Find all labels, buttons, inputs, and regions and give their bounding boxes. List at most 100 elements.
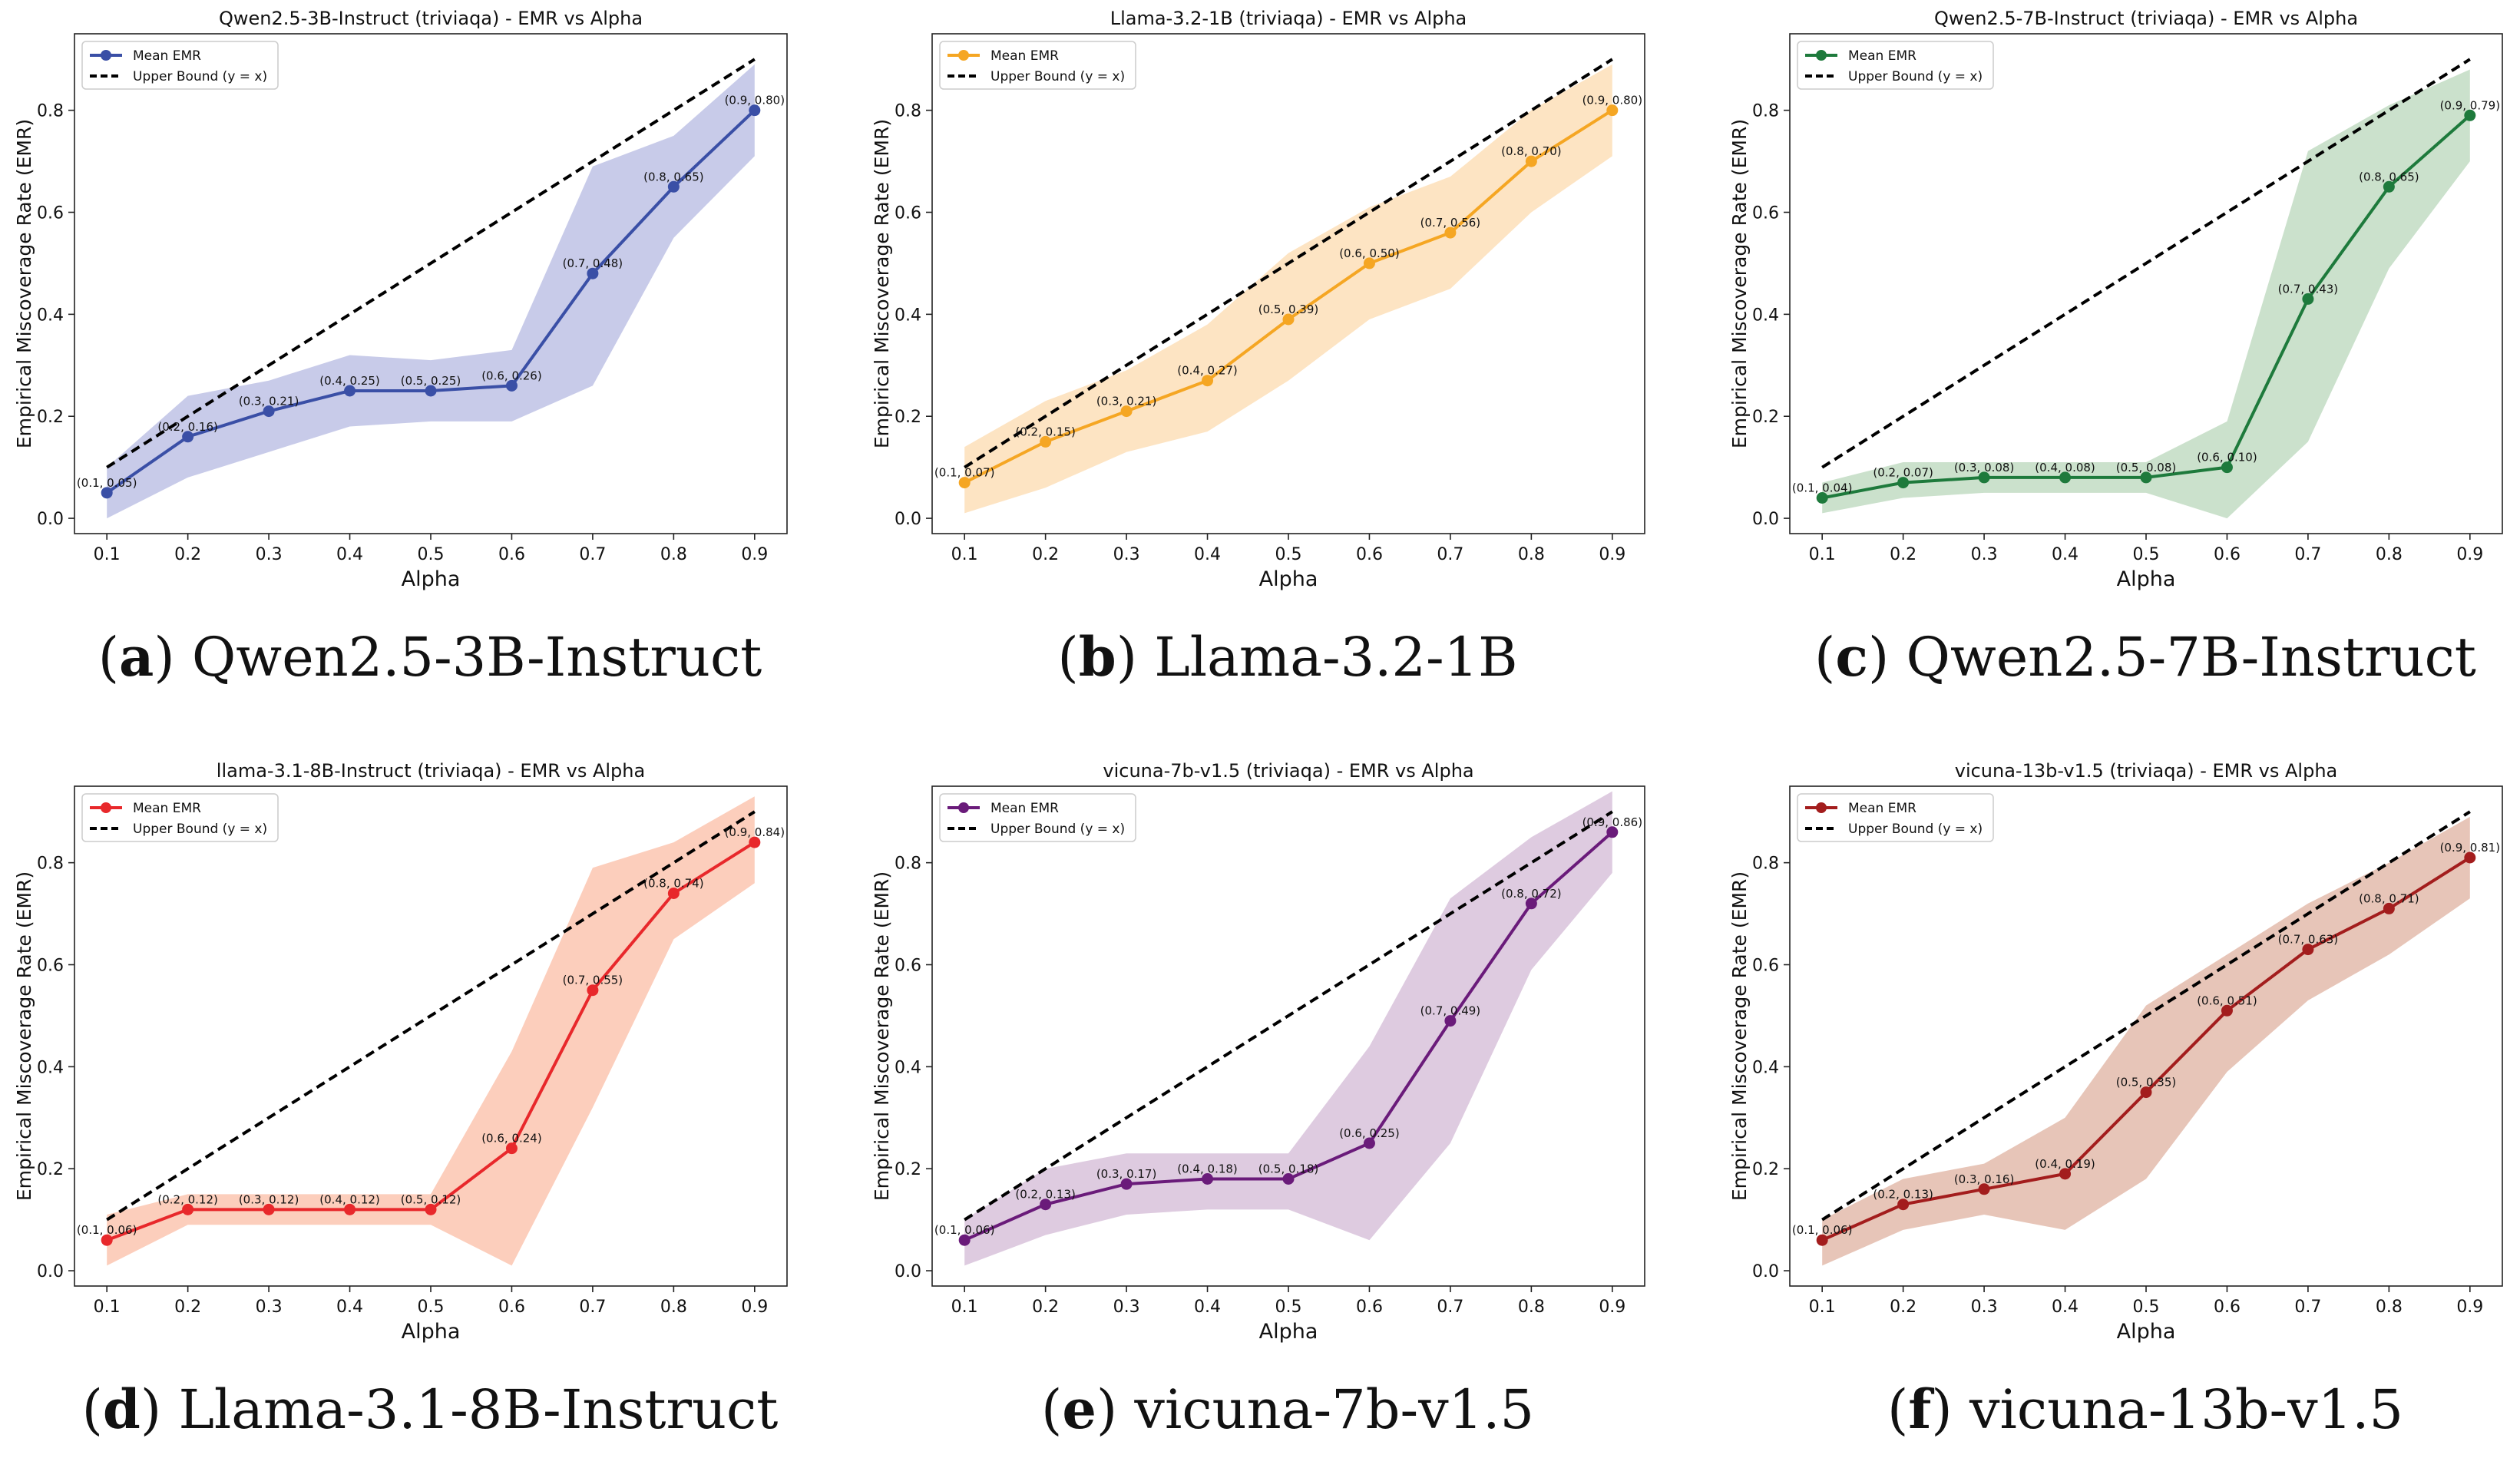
x-tick-label: 0.9 — [1599, 1298, 1625, 1317]
x-tick-label: 0.1 — [1809, 545, 1836, 564]
chart-panel-4: llama-3.1-8B-Instruct (triviaqa) - EMR v… — [13, 760, 788, 1441]
x-tick-label: 0.7 — [1437, 1298, 1463, 1317]
point-label: (0.4, 0.08) — [2035, 461, 2095, 474]
chart-title: vicuna-7b-v1.5 (triviaqa) - EMR vs Alpha — [1103, 760, 1473, 782]
caption-text: vicuna-7b-v1.5 — [1133, 1378, 1534, 1441]
x-tick-label: 0.3 — [1113, 1298, 1140, 1317]
data-point — [587, 984, 599, 997]
point-label: (0.8, 0.74) — [643, 877, 704, 891]
y-tick-label: 0.2 — [895, 408, 921, 427]
x-tick-label: 0.4 — [2052, 545, 2079, 564]
caption-paren-close: ) — [141, 1378, 179, 1441]
caption-paren-close: ) — [154, 626, 192, 689]
y-tick-label: 0.4 — [1752, 1058, 1779, 1077]
x-axis-label: Alpha — [2117, 567, 2176, 591]
caption-paren-open: ( — [1041, 1378, 1062, 1441]
point-label: (0.2, 0.12) — [157, 1192, 218, 1206]
confidence-band — [107, 64, 755, 519]
legend-mean-marker — [101, 802, 111, 813]
point-label: (0.9, 0.80) — [725, 94, 785, 107]
legend-box — [81, 793, 279, 842]
y-tick-label: 0.4 — [895, 306, 921, 325]
legend-box — [939, 793, 1136, 842]
data-point — [1816, 1234, 1828, 1246]
data-point — [2302, 944, 2314, 956]
y-tick-label: 0.6 — [1752, 957, 1779, 976]
point-label: (0.4, 0.12) — [319, 1192, 380, 1206]
point-label: (0.7, 0.49) — [1420, 1004, 1481, 1018]
caption-paren-open: ( — [1887, 1378, 1908, 1441]
data-point — [2383, 902, 2395, 914]
data-point — [1040, 435, 1052, 448]
y-axis-label: Empirical Miscoverage Rate (EMR) — [871, 119, 893, 448]
point-label: (0.9, 0.80) — [1582, 94, 1643, 107]
point-label: (0.2, 0.07) — [1873, 466, 1933, 480]
point-label: (0.2, 0.16) — [157, 420, 218, 434]
x-tick-label: 0.2 — [1032, 545, 1059, 564]
x-tick-label: 0.5 — [1275, 545, 1302, 564]
data-point — [667, 888, 680, 899]
data-point — [1897, 1199, 1910, 1211]
point-label: (0.2, 0.15) — [1015, 425, 1076, 438]
y-tick-label: 0.2 — [895, 1160, 921, 1179]
y-tick-label: 0.4 — [37, 306, 64, 325]
data-point — [101, 487, 113, 499]
x-tick-label: 0.9 — [2456, 545, 2483, 564]
legend-mean-marker — [1816, 50, 1827, 61]
chart-panel-1: Qwen2.5-3B-Instruct (triviaqa) - EMR vs … — [13, 8, 788, 689]
y-tick-label: 0.0 — [1752, 1262, 1779, 1281]
data-point — [1897, 477, 1910, 489]
data-point — [182, 431, 194, 443]
x-tick-label: 0.5 — [1275, 1298, 1302, 1317]
y-tick-label: 0.0 — [37, 1262, 64, 1281]
x-tick-label: 0.5 — [2133, 1298, 2160, 1317]
legend-mean-label: Mean EMR — [990, 48, 1059, 64]
y-axis-label: Empirical Miscoverage Rate (EMR) — [13, 119, 35, 448]
x-tick-label: 0.7 — [1437, 545, 1463, 564]
caption-letter: d — [103, 1377, 141, 1441]
data-point — [1363, 257, 1375, 269]
data-point — [587, 267, 599, 279]
legend-upper-bound-label: Upper Bound (y = x) — [990, 69, 1125, 84]
x-tick-label: 0.8 — [660, 1298, 687, 1317]
data-point — [2059, 1168, 2072, 1180]
data-point — [2140, 471, 2152, 484]
data-point — [505, 379, 518, 392]
chart-title: Llama-3.2-1B (triviaqa) - EMR vs Alpha — [1110, 8, 1467, 29]
x-tick-label: 0.8 — [660, 545, 687, 564]
legend-upper-bound-label: Upper Bound (y = x) — [990, 822, 1125, 837]
data-point — [749, 836, 761, 848]
legend-mean-label: Mean EMR — [133, 48, 201, 64]
data-point — [101, 1234, 113, 1246]
legend-mean-marker — [1816, 802, 1827, 813]
x-tick-label: 0.2 — [1032, 1298, 1059, 1317]
legend-mean-label: Mean EMR — [133, 801, 201, 816]
point-label: (0.1, 0.07) — [934, 466, 995, 480]
caption-paren-open: ( — [1057, 626, 1078, 689]
y-tick-label: 0.2 — [37, 1160, 64, 1179]
legend: Mean EMR Upper Bound (y = x) — [1797, 793, 1994, 842]
data-point — [1363, 1137, 1375, 1149]
chart-title: Qwen2.5-7B-Instruct (triviaqa) - EMR vs … — [1934, 8, 2358, 29]
point-label: (0.4, 0.18) — [1177, 1162, 1238, 1176]
chart-title: llama-3.1-8B-Instruct (triviaqa) - EMR v… — [217, 760, 645, 782]
x-tick-label: 0.8 — [1518, 545, 1545, 564]
data-point — [1606, 826, 1619, 838]
legend: Mean EMR Upper Bound (y = x) — [939, 41, 1136, 90]
point-label: (0.7, 0.48) — [563, 256, 623, 270]
x-axis-label: Alpha — [402, 567, 461, 591]
x-tick-label: 0.4 — [336, 545, 363, 564]
x-tick-label: 0.8 — [2376, 1298, 2403, 1317]
x-tick-label: 0.4 — [336, 1298, 363, 1317]
y-tick-label: 0.8 — [1752, 102, 1779, 121]
caption-paren-open: ( — [1814, 626, 1835, 689]
point-label: (0.2, 0.13) — [1015, 1188, 1076, 1202]
point-label: (0.9, 0.81) — [2440, 841, 2501, 855]
point-label: (0.3, 0.16) — [1954, 1172, 2015, 1186]
x-axis-label: Alpha — [1259, 1320, 1318, 1344]
upper-bound-line — [964, 810, 1613, 1222]
data-point — [1444, 226, 1457, 239]
point-label: (0.5, 0.39) — [1258, 303, 1319, 316]
point-label: (0.1, 0.06) — [77, 1223, 137, 1237]
